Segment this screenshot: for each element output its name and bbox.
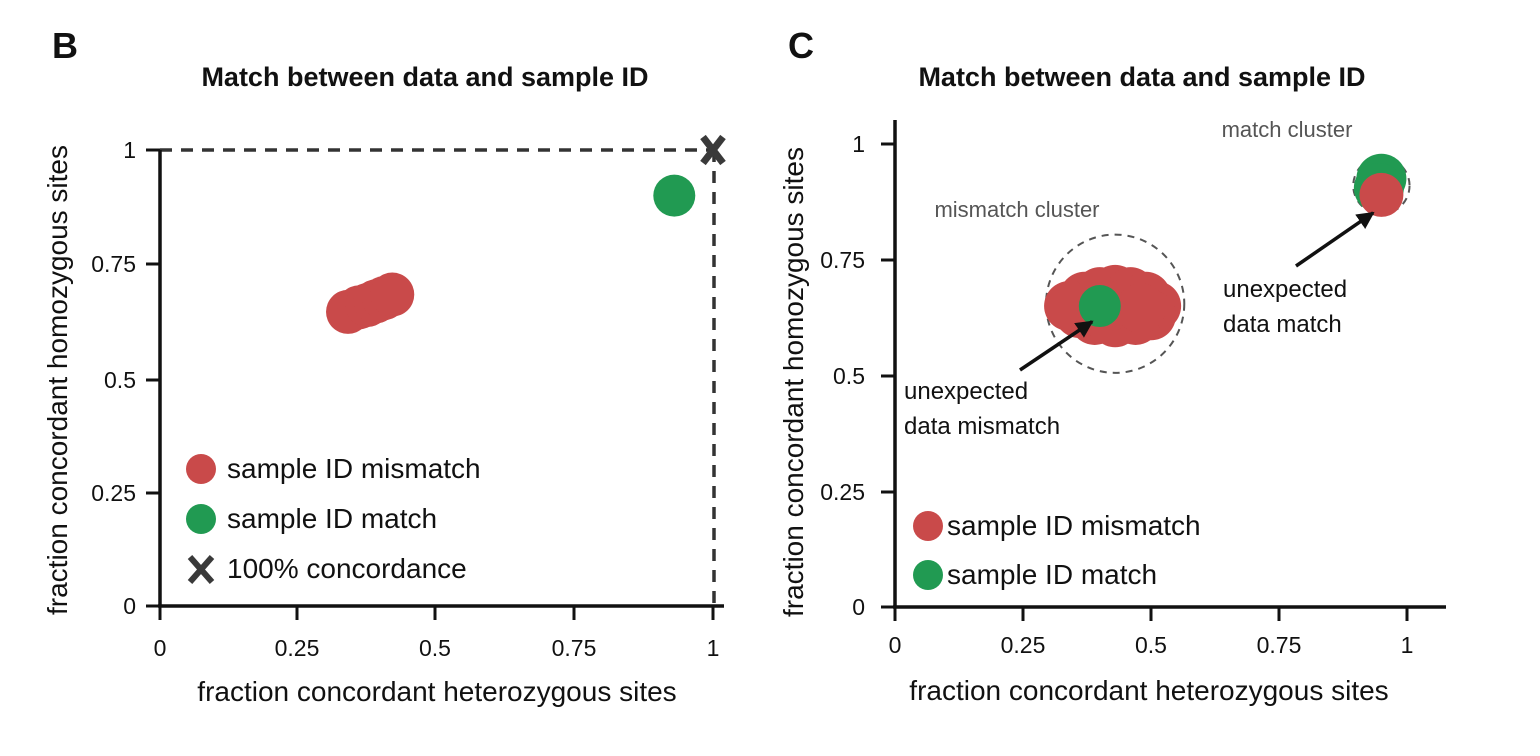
x-tick-label: 0.25 <box>1001 632 1046 658</box>
legend-marker-mismatch <box>913 511 943 541</box>
x-tick-label: 0 <box>154 635 167 661</box>
y-tick-label: 1 <box>852 131 865 157</box>
y-tick-label: 0.5 <box>104 367 136 393</box>
concordance-x-marker <box>700 134 726 166</box>
legend-marker-mismatch <box>186 454 216 484</box>
annotation-mismatch-line-1: unexpected <box>904 378 1028 405</box>
annotations-c: unexpected data mismatch unexpected data… <box>904 276 1347 440</box>
annotation-match-line-1: unexpected <box>1223 276 1347 303</box>
panel-b: B Match between data and sample ID 0 0.2… <box>42 25 726 707</box>
y-axis-title-b: fraction concordant homozygous sites <box>42 145 73 615</box>
cluster-labels-c: mismatch cluster match cluster <box>934 117 1352 222</box>
y-tick-label: 0 <box>852 594 865 620</box>
reference-lines-b <box>160 148 716 604</box>
y-tick-label: 0.75 <box>91 251 136 277</box>
legend-label-mismatch: sample ID mismatch <box>227 453 481 484</box>
panel-letter-c: C <box>788 25 814 66</box>
y-tick-label: 0 <box>123 593 136 619</box>
annotation-mismatch-line-2: data mismatch <box>904 413 1060 440</box>
legend-marker-match <box>186 504 216 534</box>
x-tick-label: 0.5 <box>1135 632 1167 658</box>
legend-marker-concordance <box>187 555 215 584</box>
cluster-label-mismatch: mismatch cluster <box>934 197 1099 222</box>
mismatch-point <box>1359 172 1404 217</box>
panel-c: C Match between data and sample ID 0 0.2… <box>778 25 1446 706</box>
mismatch-point <box>370 272 415 317</box>
y-tick-label: 0.25 <box>91 480 136 506</box>
x-axis-b: 0 0.25 0.5 0.75 1 fraction concordant he… <box>154 604 724 707</box>
x-tick-label: 0.75 <box>1257 632 1302 658</box>
x-tick-label: 1 <box>707 635 720 661</box>
legend-label-concordance: 100% concordance <box>227 553 467 584</box>
panel-letter-b: B <box>52 25 78 66</box>
x-axis-title-c: fraction concordant heterozygous sites <box>909 675 1388 706</box>
y-axis-c: 0 0.25 0.5 0.75 1 fraction concordant ho… <box>778 120 897 620</box>
mismatch-cluster-outline <box>1045 233 1186 374</box>
x-axis-c: 0 0.25 0.5 0.75 1 fraction concordant he… <box>889 605 1446 706</box>
annotation-arrow-match <box>1295 211 1375 268</box>
legend-label-mismatch: sample ID mismatch <box>947 510 1201 541</box>
x-tick-label: 0.75 <box>552 635 597 661</box>
mismatch-point <box>1044 281 1095 332</box>
y-tick-label: 1 <box>123 137 136 163</box>
match-point <box>653 174 696 217</box>
y-tick-label: 0.25 <box>820 479 865 505</box>
y-tick-label: 0.75 <box>820 247 865 273</box>
y-tick-label: 0.5 <box>833 363 865 389</box>
mismatch-point <box>1115 283 1166 334</box>
x-tick-label: 1 <box>1401 632 1414 658</box>
cluster-label-match: match cluster <box>1222 117 1353 142</box>
chart-title-c: Match between data and sample ID <box>918 62 1365 92</box>
legend-marker-match <box>913 560 943 590</box>
x-tick-label: 0 <box>889 632 902 658</box>
x-axis-title-b: fraction concordant heterozygous sites <box>197 676 676 707</box>
y-axis-title-c: fraction concordant homozygous sites <box>778 147 809 617</box>
annotation-arrow-mismatch <box>1019 320 1094 372</box>
y-axis-b: 0 0.25 0.5 0.75 1 fraction concordant ho… <box>42 137 162 619</box>
annotation-match-line-2: data match <box>1223 311 1342 338</box>
x-tick-label: 0.25 <box>275 635 320 661</box>
legend-c: sample ID mismatch sample ID match <box>913 510 1201 590</box>
chart-title-b: Match between data and sample ID <box>201 62 648 92</box>
match-point <box>1078 285 1121 328</box>
legend-label-match: sample ID match <box>947 559 1157 590</box>
plot-area-c <box>1019 153 1411 374</box>
legend-b: sample ID mismatch sample ID match 100% … <box>186 453 481 584</box>
legend-label-match: sample ID match <box>227 503 437 534</box>
x-tick-label: 0.5 <box>419 635 451 661</box>
plot-area-b <box>326 134 726 334</box>
